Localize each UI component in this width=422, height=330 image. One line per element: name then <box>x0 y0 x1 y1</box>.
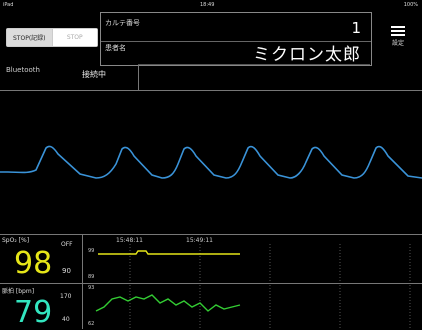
menu-icon <box>384 26 412 36</box>
patient-name-value[interactable]: ミクロン太郎 <box>253 45 361 65</box>
trend-time-2: 15:49:11 <box>186 237 213 244</box>
pulse-lower-limit[interactable]: 40 <box>62 316 70 323</box>
pleth-waveform <box>0 145 422 179</box>
vitals-mid-divider <box>0 283 422 284</box>
trend-time-1: 15:48:11 <box>116 237 143 244</box>
bluetooth-label: Bluetooth <box>6 66 40 74</box>
pulse-upper-limit[interactable]: 170 <box>60 293 72 300</box>
mode-segmented-control[interactable]: STOP(記録) STOP <box>6 28 98 47</box>
mode-stop-record-button[interactable]: STOP(記録) <box>7 29 52 46</box>
chart-no-value[interactable]: 1 <box>351 19 361 37</box>
patient-name-label: 患者名 <box>105 44 126 52</box>
pleth-wave-line <box>0 145 422 179</box>
chart-no-label: カルテ番号 <box>105 19 140 27</box>
settings-button[interactable]: 設定 <box>384 24 412 47</box>
pulse-trend-ytop: 93 <box>88 285 95 291</box>
spo2-label: SpO₂ [%] <box>2 237 30 244</box>
connection-status: 接続中 <box>82 70 106 79</box>
patient-panel: カルテ番号 1 患者名 ミクロン太郎 <box>100 12 372 66</box>
header-mid-divider <box>138 64 370 65</box>
pulse-trend-line <box>95 294 241 312</box>
pulse-trend-ybottom: 62 <box>88 321 95 327</box>
spo2-value: 98 <box>14 246 53 281</box>
spo2-trend-ybottom: 89 <box>88 274 95 280</box>
pulse-label: 脈拍 [bpm] <box>2 288 35 295</box>
spo2-limit[interactable]: 90 <box>62 267 71 275</box>
status-time: 18:49 <box>200 2 215 8</box>
status-bar: iPad 18:49 100% <box>0 0 422 12</box>
pulse-trend-panel: 93 62 <box>84 285 422 329</box>
status-device: iPad <box>3 2 14 8</box>
vitals-vertical-divider <box>82 234 83 329</box>
spo2-trend-chart <box>98 244 411 282</box>
panel-divider <box>101 41 371 42</box>
spo2-alarm-state[interactable]: OFF <box>61 241 73 248</box>
status-battery: 100% <box>403 2 418 8</box>
mode-stop-button[interactable]: STOP <box>51 29 97 46</box>
settings-label: 設定 <box>391 40 404 47</box>
spo2-trend-line <box>98 250 240 255</box>
pulse-trend-chart <box>95 285 411 329</box>
pulse-value: 79 <box>14 295 53 330</box>
header-vertical-divider <box>138 64 139 90</box>
header-bottom-divider <box>0 90 422 91</box>
spo2-trend-ytop: 99 <box>88 248 95 254</box>
spo2-trend-panel: 99 89 15:48:11 15:49:11 <box>84 236 422 282</box>
vitals-top-divider <box>0 234 422 235</box>
